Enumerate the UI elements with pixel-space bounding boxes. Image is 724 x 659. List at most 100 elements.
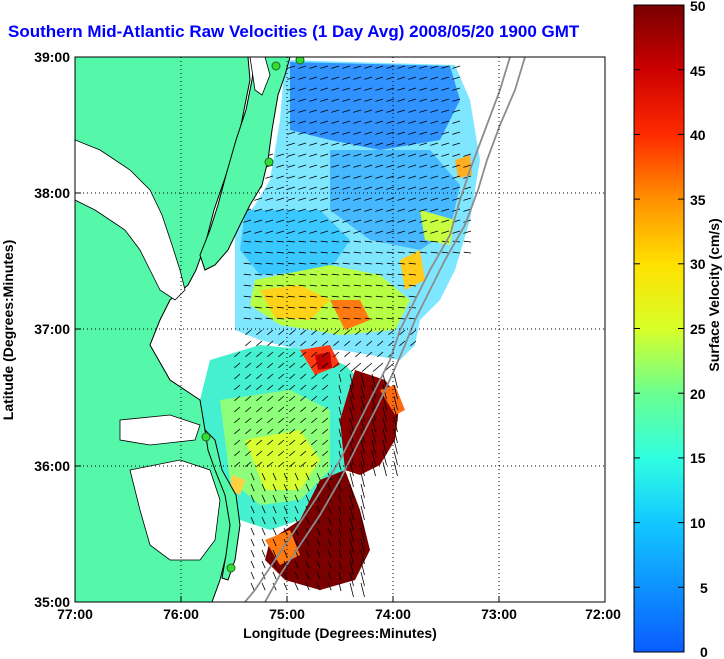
velocity-arrow	[397, 142, 406, 146]
chesapeake-bay	[75, 139, 186, 301]
velocity-arrow	[386, 251, 395, 254]
bathymetry-contours	[244, 57, 526, 602]
velocity-arrow	[338, 417, 342, 427]
velocity-arrow	[382, 439, 387, 455]
velocity-arrow	[342, 306, 351, 309]
velocity-arrow	[375, 153, 384, 157]
velocity-arrow	[294, 516, 299, 525]
velocity-arrow	[243, 273, 252, 276]
velocity-arrow	[353, 230, 362, 234]
velocity-arrow	[375, 142, 384, 146]
velocity-arrow	[294, 472, 299, 481]
velocity-arrow	[408, 120, 417, 124]
velocity-arrow	[371, 373, 376, 389]
velocity-arrow	[261, 538, 266, 547]
velocity-arrow	[430, 142, 439, 146]
velocity-arrow	[397, 120, 406, 124]
velocity-arrow	[364, 120, 373, 124]
velocity-arrow	[397, 98, 406, 102]
velocity-arrow	[283, 472, 288, 481]
velocity-arrow	[331, 186, 340, 190]
velocity-arrow	[397, 306, 406, 309]
map-area	[75, 57, 605, 602]
velocity-arrow	[353, 208, 362, 212]
velocity-arrow	[234, 373, 241, 380]
velocity-arrow	[375, 109, 384, 113]
velocity-arrow	[397, 295, 406, 298]
velocity-arrow	[364, 219, 373, 223]
velocity-arrow	[353, 87, 362, 91]
velocity-arrow	[375, 284, 384, 287]
velocity-arrow	[364, 175, 373, 179]
velocity-arrow	[364, 295, 373, 298]
velocity-arrow	[430, 98, 439, 102]
velocity-arrow	[256, 428, 263, 435]
velocity-arrow	[254, 230, 263, 234]
velocity-arrow	[342, 131, 351, 135]
velocity-arrow	[463, 164, 472, 168]
velocity-arrow	[338, 516, 342, 526]
velocity-arrow	[408, 197, 417, 201]
velocity-arrow	[419, 131, 428, 135]
velocity-arrow	[320, 65, 329, 69]
velocity-arrow	[322, 340, 329, 347]
velocity-arrow	[355, 351, 362, 358]
colorbar-tick-label: 25	[690, 321, 706, 337]
velocity-arrow	[372, 362, 384, 372]
velocity-arrow	[386, 273, 395, 276]
velocity-arrow	[287, 208, 296, 212]
velocity-arrow	[408, 284, 417, 287]
velocity-arrow	[419, 142, 428, 146]
velocity-arrow	[331, 197, 340, 201]
x-tick-label: 76:00	[163, 606, 199, 622]
velocity-arrow	[375, 273, 384, 276]
velocity-arrow	[344, 351, 351, 358]
velocity-arrow	[298, 273, 307, 276]
velocity-arrow	[408, 230, 417, 234]
velocity-arrow	[419, 120, 428, 124]
velocity-arrow	[349, 494, 354, 510]
velocity-arrow	[386, 142, 395, 146]
velocity-arrow	[309, 230, 318, 234]
velocity-arrow	[408, 98, 417, 102]
velocity-arrow	[408, 175, 417, 179]
velocity-arrow	[452, 131, 461, 135]
velocity-arrow	[360, 417, 365, 433]
velocity-arrow	[289, 417, 296, 424]
velocity-arrow	[331, 153, 340, 157]
velocity-arrow	[419, 87, 428, 91]
velocity-arrow	[327, 549, 332, 558]
velocity-arrow	[283, 516, 288, 525]
velocity-arrow	[408, 251, 417, 254]
velocity-arrow	[309, 284, 318, 287]
velocity-arrow	[333, 351, 340, 358]
velocity-arrow	[309, 306, 318, 309]
velocity-arrow	[294, 483, 299, 492]
velocity-arrow	[267, 439, 274, 446]
velocity-arrow	[267, 329, 274, 336]
velocity-arrow	[309, 87, 318, 91]
colorbar-ticks	[634, 4, 684, 653]
velocity-arrow	[419, 164, 428, 168]
velocity-arrow	[300, 362, 307, 369]
velocity-arrow	[265, 295, 274, 298]
velocity-arrow	[353, 284, 362, 287]
velocity-arrow	[243, 230, 252, 234]
velocity-arrow	[309, 219, 318, 223]
velocity-arrow	[360, 439, 365, 455]
velocity-arrow	[245, 329, 252, 336]
velocity-arrow	[309, 120, 318, 124]
velocity-arrow	[452, 197, 461, 201]
velocity-arrow	[430, 230, 439, 234]
velocity-arrow	[375, 240, 384, 243]
velocity-arrow	[256, 384, 263, 391]
velocity-arrow	[452, 65, 461, 69]
velocity-arrow	[305, 483, 310, 492]
velocity-vectors	[234, 65, 472, 598]
velocity-arrow	[360, 571, 365, 587]
velocity-arrow	[311, 439, 318, 446]
velocity-arrow	[463, 197, 472, 201]
velocity-arrow	[388, 329, 395, 336]
velocity-arrow	[331, 284, 340, 287]
velocity-arrow	[338, 373, 342, 383]
